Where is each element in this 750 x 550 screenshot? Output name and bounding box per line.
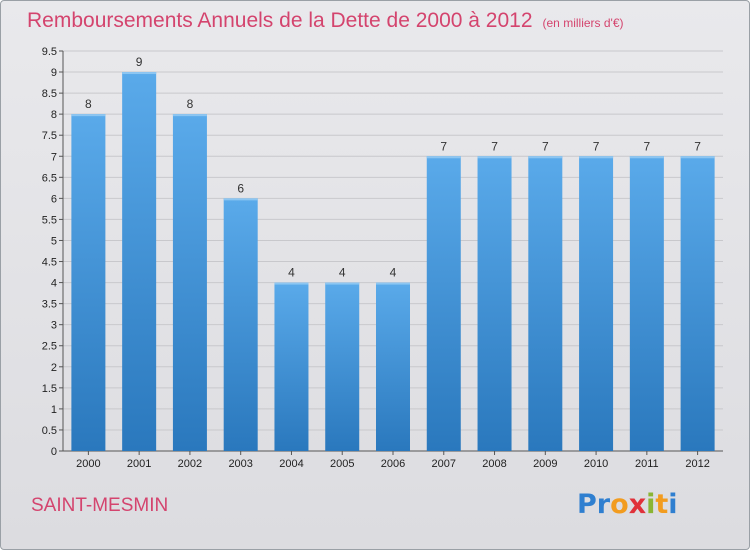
logo-letter: P [577,489,597,520]
y-tick-label: 7 [51,151,57,163]
bar-highlight [274,282,309,285]
data-label-2006: 4 [390,266,397,280]
x-tick-label-2006: 2006 [381,458,405,470]
bar-2000 [71,114,106,451]
bar-highlight [223,198,258,201]
bar-2010 [579,156,614,451]
y-tick-label: 0.5 [42,425,57,437]
logo-letter: r [596,489,611,520]
data-label-2012: 7 [694,139,701,153]
y-tick-label: 8.5 [42,88,57,100]
bar-2007 [426,156,461,451]
logo-letter: t [655,489,669,520]
y-tick-label: 7.5 [42,130,57,142]
bar-2005 [325,282,360,451]
x-tick-label-2011: 2011 [635,458,659,470]
chart-title: Remboursements Annuels de la Dette de 20… [27,9,624,33]
data-label-2009: 7 [542,139,549,153]
y-tick-label: 4.5 [42,257,57,269]
x-tick-label-2000: 2000 [76,458,100,470]
y-tick-label: 0 [51,446,57,458]
bar-2004 [274,282,309,451]
bar-2006 [376,282,410,451]
data-label-2000: 8 [85,97,92,111]
bar-2003 [223,198,258,451]
y-tick-label: 5 [51,235,57,247]
x-tick-label-2005: 2005 [330,458,354,470]
chart-title-unit: (en milliers d'€) [542,16,624,30]
x-tick-label-2008: 2008 [482,458,506,470]
logo-letter: x [628,489,647,520]
commune-name: SAINT-MESMIN [31,495,169,516]
data-label-2005: 4 [339,266,346,280]
bar-2008 [477,156,512,451]
y-tick-label: 3 [51,320,57,332]
data-label-2002: 8 [187,97,194,111]
bar-2011 [629,156,664,451]
x-tick-label-2004: 2004 [279,458,303,470]
bar-highlight [629,156,664,159]
bar-highlight [71,114,106,117]
y-tick-label: 6 [51,193,57,205]
bar-highlight [477,156,512,159]
x-tick-label-2002: 2002 [178,458,202,470]
bar-highlight [528,156,563,159]
y-tick-label: 2 [51,362,57,374]
y-tick-label: 6.5 [42,172,57,184]
logo-letter: i [668,489,678,520]
y-tick-label: 1.5 [42,383,57,395]
bar-2009 [528,156,563,451]
data-label-2011: 7 [644,139,651,153]
y-tick-label: 1 [51,404,57,416]
bar-2012 [680,156,715,451]
data-label-2004: 4 [288,266,295,280]
y-tick-label: 9 [51,67,57,79]
data-label-2007: 7 [440,139,447,153]
bar-highlight [376,282,410,285]
logo-letter: i [646,489,656,520]
data-label-2010: 7 [593,139,600,153]
x-tick-label-2003: 2003 [228,458,252,470]
bar-highlight [122,72,157,75]
y-tick-label: 4 [51,278,57,290]
data-label-2001: 9 [136,55,143,69]
y-tick-label: 3.5 [42,299,57,311]
x-tick-label-2001: 2001 [127,458,151,470]
chart-title-text: Remboursements Annuels de la Dette de 20… [27,9,533,32]
data-label-2008: 7 [491,139,498,153]
y-tick-label: 9.5 [42,46,57,58]
y-tick-label: 5.5 [42,214,57,226]
proxiti-logo[interactable]: Proxiti [577,489,678,520]
bar-highlight [579,156,614,159]
logo-letter: o [610,489,629,520]
x-tick-label-2007: 2007 [432,458,456,470]
bar-highlight [325,282,360,285]
bar-layer [71,72,715,451]
bar-highlight [172,114,207,117]
bar-2001 [122,72,157,451]
bar-highlight [426,156,461,159]
data-label-2003: 6 [237,181,244,195]
y-tick-label: 8 [51,109,57,121]
y-tick-label: 2.5 [42,341,57,353]
x-tick-label-2009: 2009 [533,458,557,470]
x-tick-label-2012: 2012 [685,458,709,470]
bar-highlight [680,156,715,159]
label-layer: 8 9 8 6 4 4 4 7 7 7 7 7 7 [85,55,701,280]
bar-2002 [172,114,207,451]
x-tick-label-2010: 2010 [584,458,608,470]
